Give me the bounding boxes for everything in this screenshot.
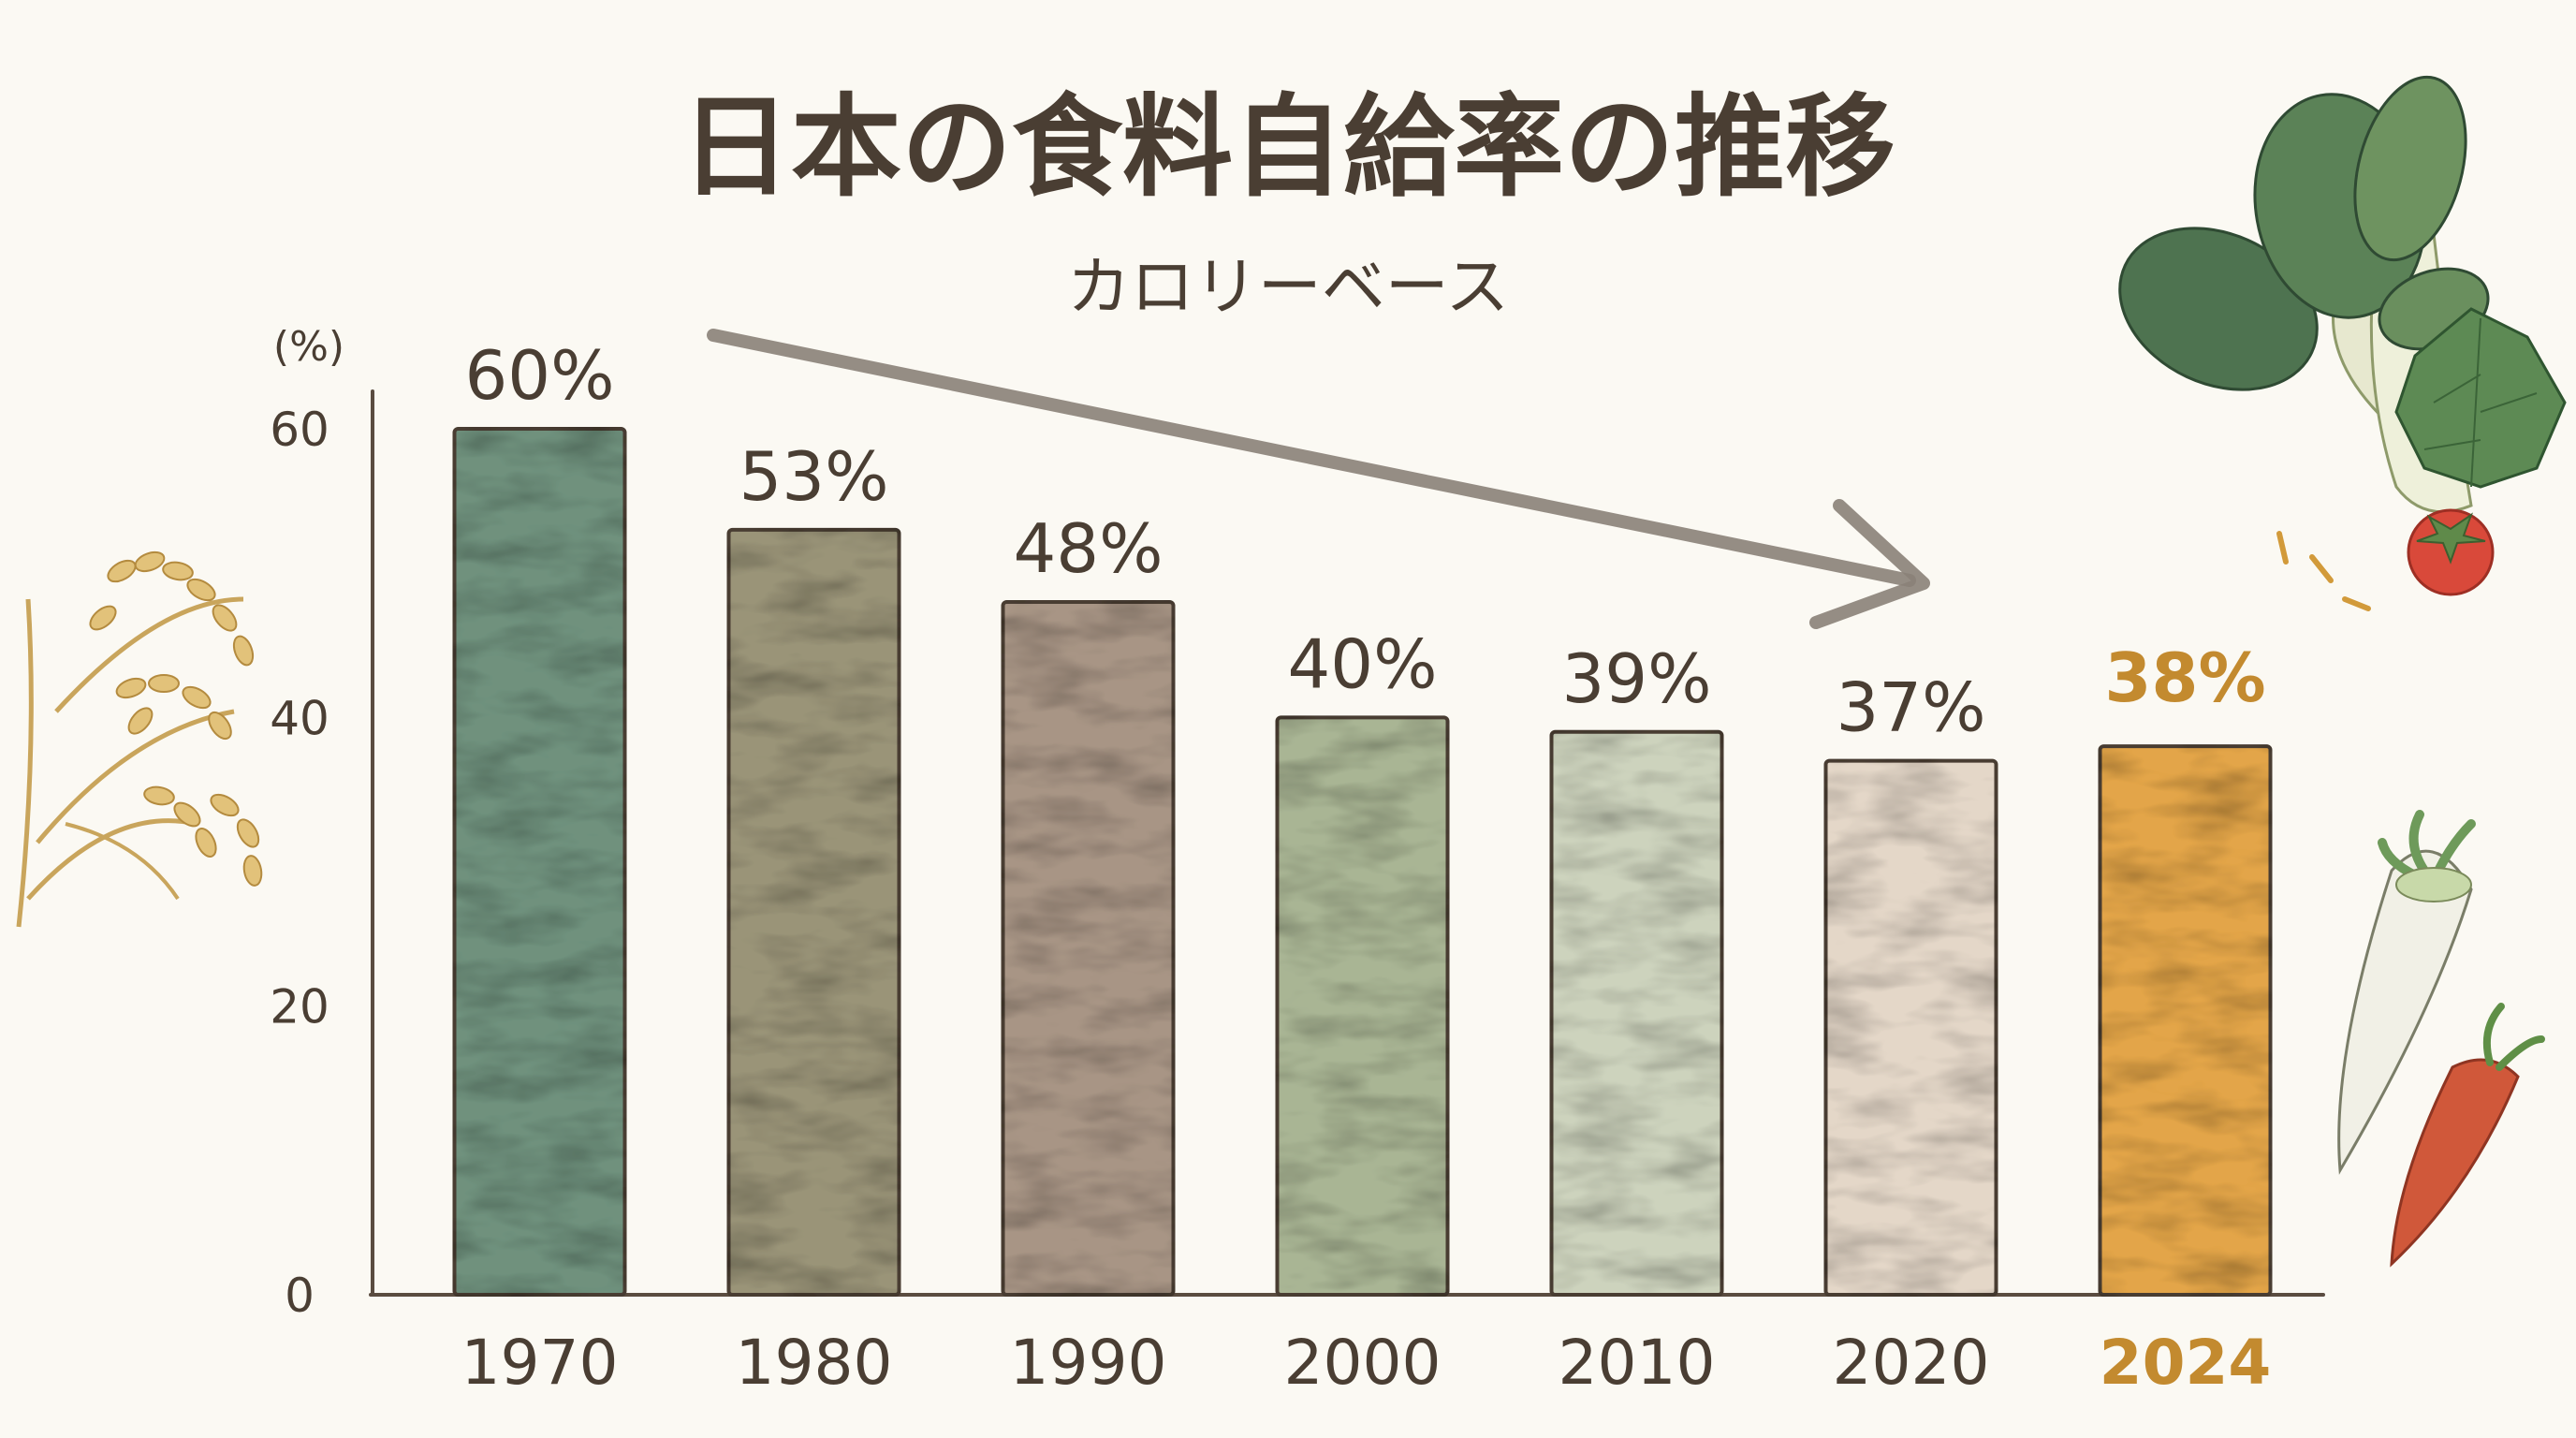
y-tick-label: 0 [285, 1269, 315, 1323]
rice-stalk-icon [16, 550, 263, 928]
category-label-2010: 2010 [1559, 1327, 1716, 1399]
chart-subtitle: カロリーベース [1067, 251, 1510, 325]
bar-1980 [726, 527, 901, 1297]
value-label-2010: 39% [1561, 639, 1711, 718]
y-tick-group: 0 20 40 60 [270, 403, 329, 1323]
value-label-1970: 60% [464, 336, 614, 415]
bar-2024 [2098, 744, 2273, 1297]
category-label-1980: 1980 [736, 1327, 893, 1399]
bar-1990 [1001, 600, 1176, 1297]
y-tick-label: 60 [270, 403, 329, 457]
bar-2000 [1275, 715, 1450, 1297]
tomato-icon [2407, 508, 2495, 596]
value-label-2000: 40% [1287, 624, 1437, 703]
value-label-group: 60% 53% 48% 40% 39% 37% 38% [464, 336, 2265, 747]
bar-group [452, 427, 2273, 1297]
leafy-greens-icon [2118, 75, 2567, 514]
trend-arrow [707, 329, 1930, 629]
y-tick-label: 20 [270, 980, 329, 1034]
chart-title: 日本の食料自給率の推移 [681, 82, 1895, 212]
y-tick-label: 40 [270, 691, 329, 745]
category-label-1970: 1970 [461, 1327, 619, 1399]
category-label-2000: 2000 [1284, 1327, 1442, 1399]
value-label-1980: 53% [739, 437, 888, 516]
bar-2020 [1823, 758, 1998, 1297]
sparkle-lines [2276, 531, 2371, 611]
value-label-1990: 48% [1013, 509, 1163, 588]
bar-2010 [1549, 729, 1724, 1297]
value-label-2020: 37% [1836, 668, 1985, 747]
category-label-group: 1970 1980 1990 2000 2010 2020 2024 [461, 1327, 2272, 1399]
category-label-2024: 2024 [2100, 1327, 2272, 1399]
carrot-icon [2390, 1003, 2545, 1268]
daikon-radish-icon [2337, 810, 2476, 1175]
y-axis-unit: (%) [273, 323, 344, 371]
category-label-1990: 1990 [1010, 1327, 1167, 1399]
value-label-2024: 38% [2104, 638, 2265, 717]
category-label-2020: 2020 [1833, 1327, 1990, 1399]
bar-1970 [452, 427, 627, 1297]
